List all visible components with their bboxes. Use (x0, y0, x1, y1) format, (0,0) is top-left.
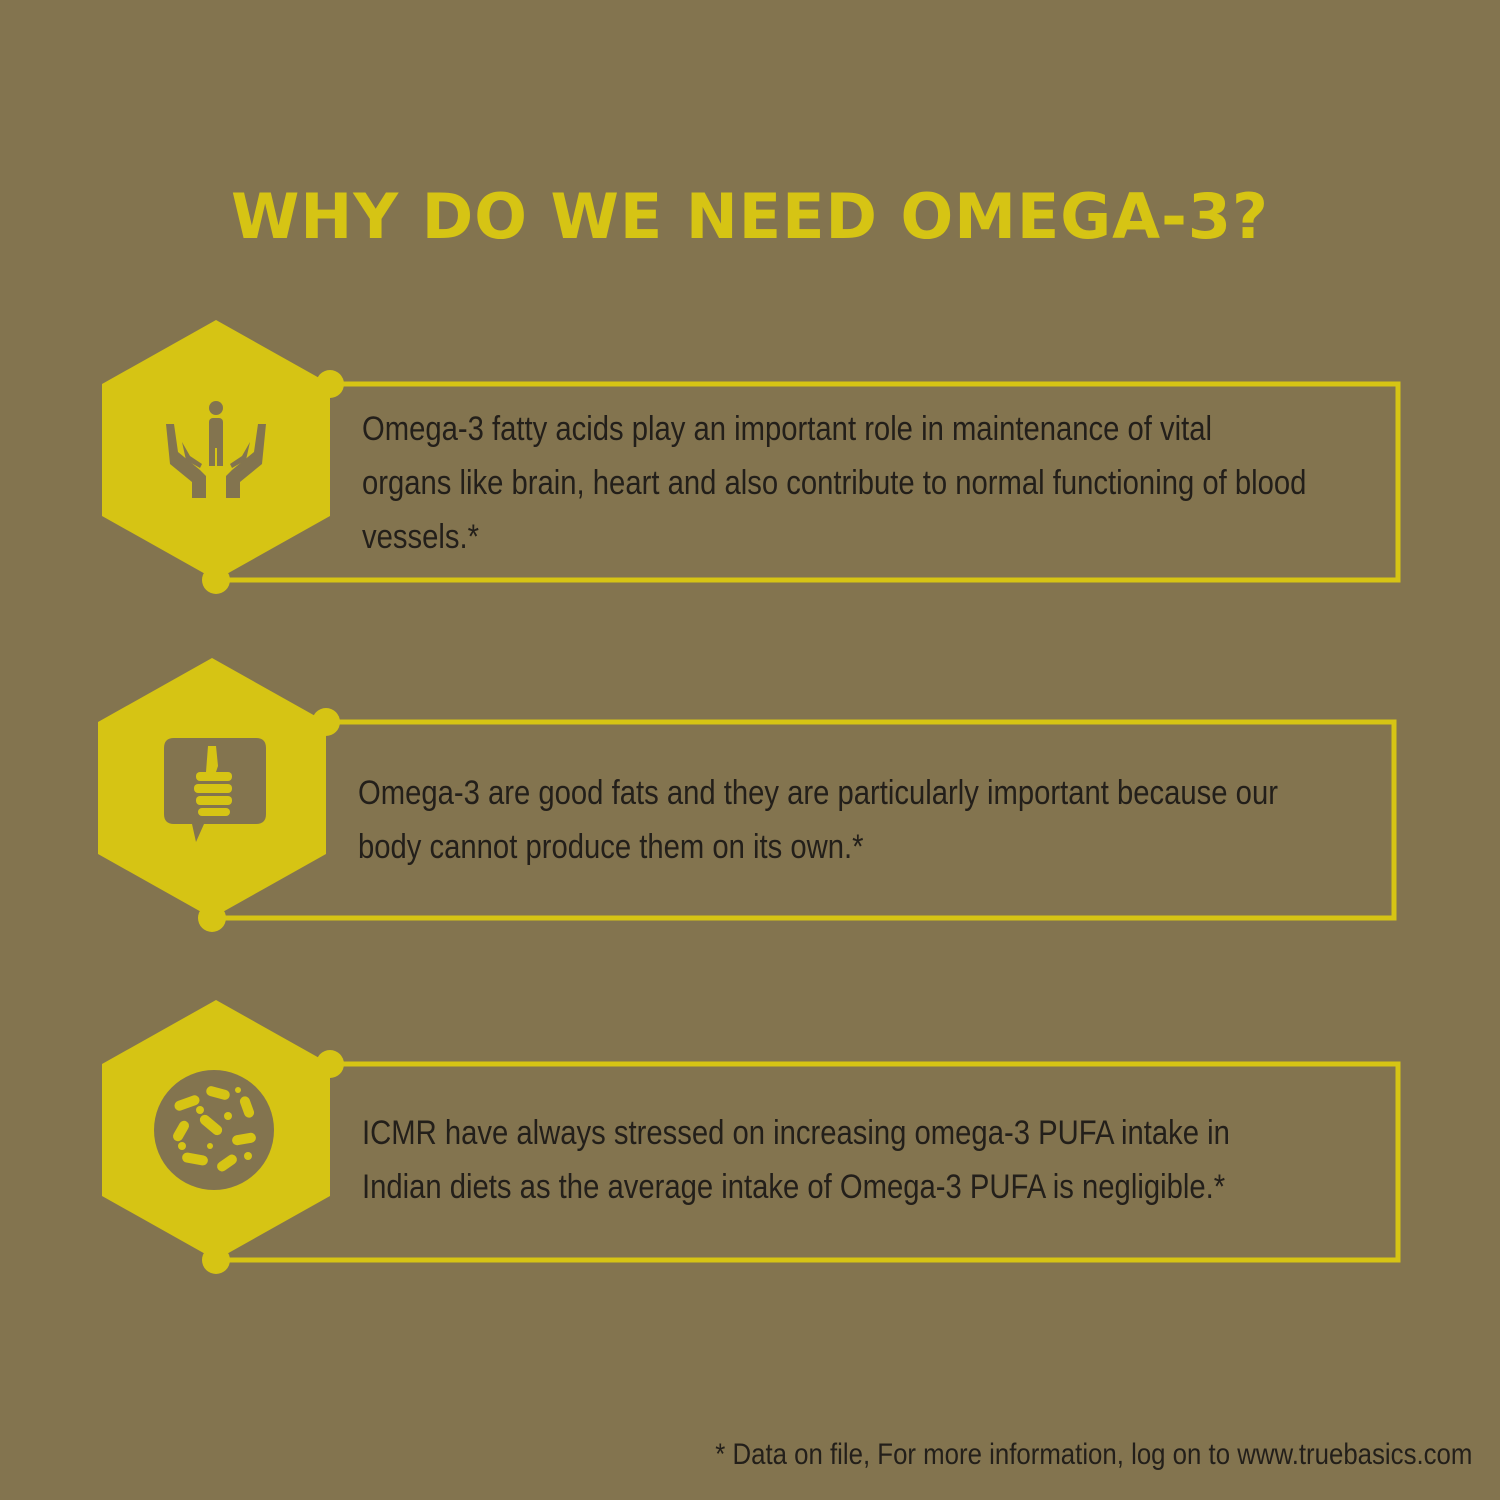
hands-holding-person-icon (166, 401, 266, 498)
benefit-text-1: Omega-3 fatty acids play an important ro… (362, 410, 1307, 556)
thumbs-up-speech-bubble-icon (164, 738, 266, 842)
benefit-card-2: Omega-3 are good fats and they are parti… (0, 656, 1500, 956)
page-title: WHY DO WE NEED OMEGA-3? (231, 180, 1269, 253)
card-frame (102, 320, 1401, 594)
footnote: * Data on file, For more information, lo… (714, 1438, 1472, 1471)
benefit-text-2: Omega-3 are good fats and they are parti… (358, 774, 1278, 866)
benefit-card-1: Omega-3 fatty acids play an important ro… (0, 318, 1500, 618)
bacteria-petri-dish-icon (154, 1070, 274, 1190)
benefit-card-3: ICMR have always stressed on increasing … (0, 998, 1500, 1298)
benefit-text-3: ICMR have always stressed on increasing … (362, 1114, 1230, 1206)
